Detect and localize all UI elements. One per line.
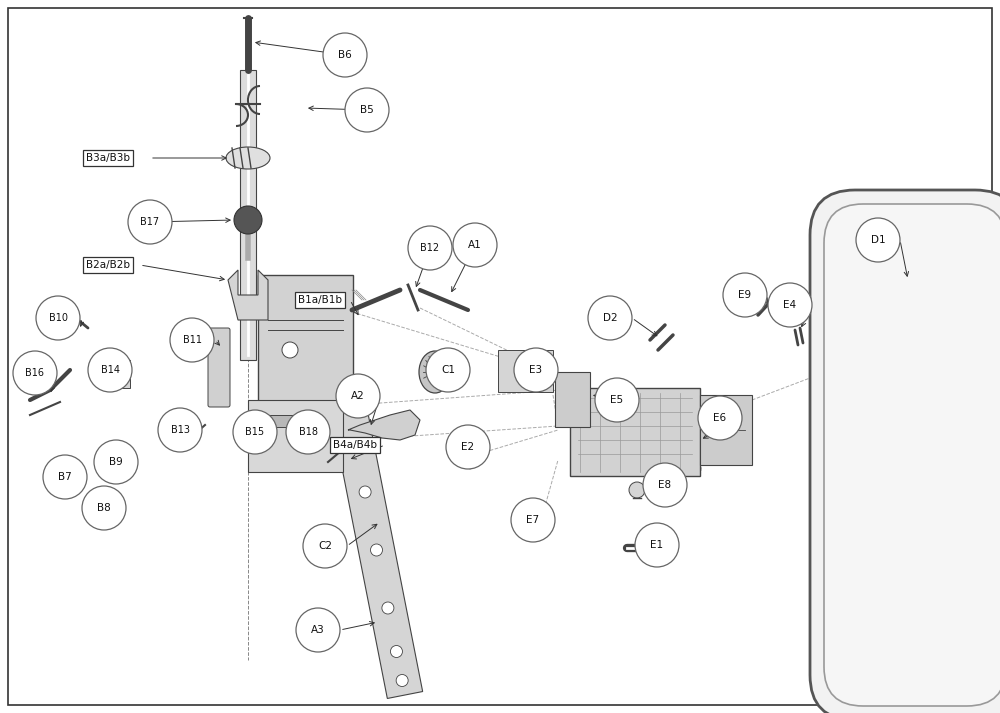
Circle shape xyxy=(629,482,645,498)
Text: E2: E2 xyxy=(461,442,475,452)
Text: A2: A2 xyxy=(351,391,365,401)
Circle shape xyxy=(588,296,632,340)
Circle shape xyxy=(359,486,371,498)
Text: B14: B14 xyxy=(100,365,120,375)
FancyBboxPatch shape xyxy=(248,400,343,472)
Circle shape xyxy=(595,378,639,422)
Circle shape xyxy=(643,463,687,507)
Text: A3: A3 xyxy=(311,625,325,635)
Ellipse shape xyxy=(226,147,270,169)
FancyBboxPatch shape xyxy=(570,388,700,476)
Circle shape xyxy=(723,273,767,317)
Polygon shape xyxy=(330,401,423,699)
Circle shape xyxy=(635,523,679,567)
Text: B12: B12 xyxy=(420,243,440,253)
Text: E1: E1 xyxy=(650,540,664,550)
Text: E6: E6 xyxy=(713,413,727,423)
Text: B9: B9 xyxy=(109,457,123,467)
FancyBboxPatch shape xyxy=(824,204,1000,706)
Text: B11: B11 xyxy=(182,335,202,345)
Circle shape xyxy=(36,296,80,340)
Circle shape xyxy=(88,348,132,392)
Text: E4: E4 xyxy=(783,300,797,310)
Text: B13: B13 xyxy=(170,425,190,435)
Circle shape xyxy=(234,206,262,234)
FancyBboxPatch shape xyxy=(810,190,1000,713)
FancyBboxPatch shape xyxy=(108,360,130,388)
Text: B18: B18 xyxy=(298,427,318,437)
Circle shape xyxy=(390,645,402,657)
Text: E5: E5 xyxy=(610,395,624,405)
Text: B17: B17 xyxy=(140,217,160,227)
Text: B10: B10 xyxy=(48,313,68,323)
Circle shape xyxy=(856,218,900,262)
Text: B3a/B3b: B3a/B3b xyxy=(86,153,130,163)
Text: E8: E8 xyxy=(658,480,672,490)
FancyBboxPatch shape xyxy=(268,415,298,427)
Circle shape xyxy=(396,674,408,687)
FancyBboxPatch shape xyxy=(208,328,230,407)
Circle shape xyxy=(233,410,277,454)
Circle shape xyxy=(768,283,812,327)
Circle shape xyxy=(453,223,497,267)
Polygon shape xyxy=(348,410,420,440)
Circle shape xyxy=(43,455,87,499)
Circle shape xyxy=(158,408,202,452)
Text: B5: B5 xyxy=(360,105,374,115)
Text: B16: B16 xyxy=(26,368,44,378)
FancyBboxPatch shape xyxy=(700,395,752,465)
Circle shape xyxy=(286,410,330,454)
Circle shape xyxy=(128,200,172,244)
Text: D1: D1 xyxy=(871,235,885,245)
Circle shape xyxy=(446,425,490,469)
Circle shape xyxy=(303,524,347,568)
FancyBboxPatch shape xyxy=(498,350,553,392)
Text: C1: C1 xyxy=(441,365,455,375)
Circle shape xyxy=(336,374,380,418)
Circle shape xyxy=(514,348,558,392)
Text: E7: E7 xyxy=(526,515,540,525)
Circle shape xyxy=(296,608,340,652)
Text: B4a/B4b: B4a/B4b xyxy=(333,440,377,450)
Circle shape xyxy=(282,342,298,358)
Circle shape xyxy=(370,544,382,556)
Circle shape xyxy=(408,226,452,270)
Circle shape xyxy=(511,498,555,542)
Text: C2: C2 xyxy=(318,541,332,551)
Circle shape xyxy=(82,486,126,530)
FancyBboxPatch shape xyxy=(258,275,353,405)
Circle shape xyxy=(323,33,367,77)
Text: B15: B15 xyxy=(245,427,265,437)
Text: B7: B7 xyxy=(58,472,72,482)
Polygon shape xyxy=(228,270,268,320)
Circle shape xyxy=(94,440,138,484)
FancyBboxPatch shape xyxy=(555,372,590,427)
Text: E3: E3 xyxy=(529,365,543,375)
Circle shape xyxy=(345,88,389,132)
Circle shape xyxy=(698,396,742,440)
Circle shape xyxy=(426,348,470,392)
Text: B6: B6 xyxy=(338,50,352,60)
Circle shape xyxy=(382,602,394,614)
Circle shape xyxy=(170,318,214,362)
Circle shape xyxy=(13,351,57,395)
FancyBboxPatch shape xyxy=(240,70,256,360)
Text: D2: D2 xyxy=(603,313,617,323)
Text: B1a/B1b: B1a/B1b xyxy=(298,295,342,305)
Text: B8: B8 xyxy=(97,503,111,513)
Text: B2a/B2b: B2a/B2b xyxy=(86,260,130,270)
Text: E9: E9 xyxy=(738,290,752,300)
Text: A1: A1 xyxy=(468,240,482,250)
Ellipse shape xyxy=(419,351,451,393)
